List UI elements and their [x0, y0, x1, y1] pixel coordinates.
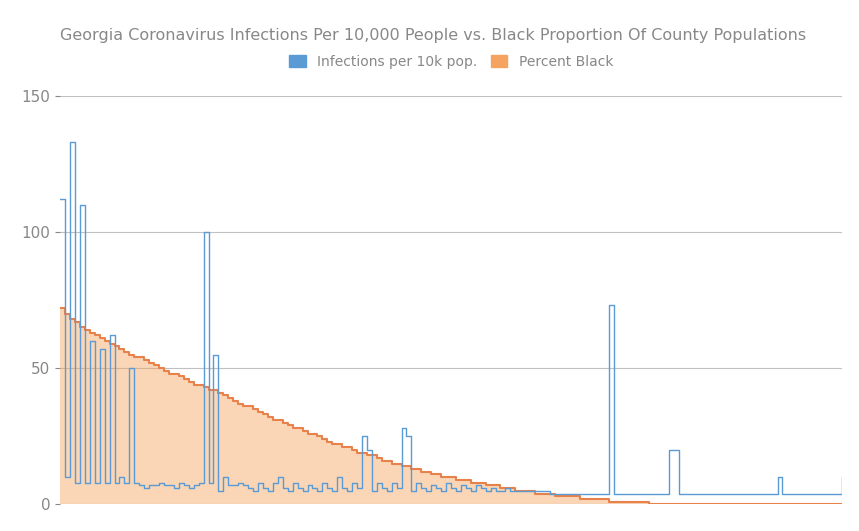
Legend: Infections per 10k pop., Percent Black: Infections per 10k pop., Percent Black [283, 49, 618, 74]
Text: Georgia Coronavirus Infections Per 10,000 People vs. Black Proportion Of County : Georgia Coronavirus Infections Per 10,00… [60, 28, 807, 43]
